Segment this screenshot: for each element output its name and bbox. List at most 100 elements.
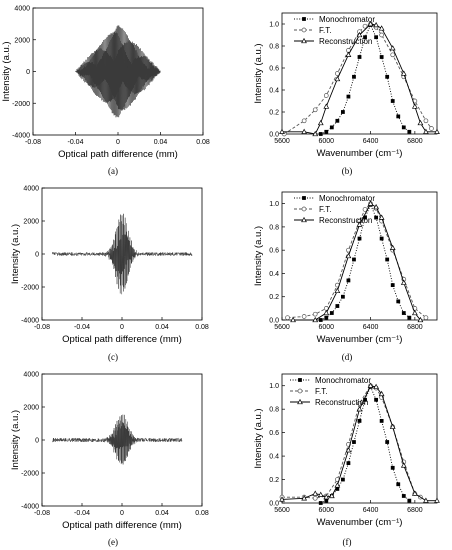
y-tick-label: 0.6 bbox=[269, 66, 279, 73]
marker-triangle bbox=[323, 494, 330, 500]
marker-square bbox=[363, 35, 367, 40]
marker-square bbox=[329, 125, 334, 130]
marker-triangle bbox=[356, 406, 363, 412]
marker-square bbox=[340, 477, 345, 482]
marker-triangle bbox=[434, 128, 440, 134]
x-tick-label: 6400 bbox=[363, 138, 379, 145]
x-tick-label: 6000 bbox=[318, 507, 334, 514]
marker-square bbox=[407, 129, 412, 134]
x-tick-label: 6800 bbox=[407, 138, 423, 145]
x-tick-label: 6800 bbox=[407, 324, 423, 331]
marker-square bbox=[390, 99, 395, 103]
marker-circle bbox=[335, 71, 340, 76]
marker-triangle bbox=[373, 383, 379, 390]
marker-square bbox=[385, 257, 390, 262]
marker-square bbox=[329, 311, 334, 315]
marker-square bbox=[346, 278, 351, 283]
marker-square bbox=[390, 283, 395, 287]
x-tick-label: 5600 bbox=[274, 507, 290, 514]
series-triangle bbox=[279, 382, 440, 503]
x-axis-label: Wavenumber (cm⁻¹) bbox=[317, 334, 403, 345]
marker-triangle bbox=[345, 447, 352, 453]
marker-triangle bbox=[411, 490, 418, 496]
marker-triangle bbox=[317, 491, 324, 497]
marker-triangle bbox=[400, 279, 407, 285]
plot-frame bbox=[281, 12, 438, 135]
marker-circle bbox=[312, 495, 318, 501]
legend-label: Monochromator bbox=[319, 194, 375, 203]
marker-triangle bbox=[367, 382, 374, 388]
x-tick-label: 6400 bbox=[363, 507, 379, 514]
marker-circle bbox=[390, 52, 396, 58]
marker-triangle bbox=[334, 482, 341, 488]
marker-square bbox=[407, 315, 412, 320]
marker-triangle bbox=[417, 316, 424, 323]
marker-square bbox=[318, 318, 323, 322]
x-tick-label: 5600 bbox=[274, 324, 290, 331]
marker-square bbox=[363, 215, 367, 220]
y-tick-label: 2000 bbox=[23, 219, 39, 226]
marker-square bbox=[335, 304, 340, 308]
marker-square bbox=[401, 125, 406, 130]
x-axis-label: Optical path difference (mm) bbox=[58, 149, 178, 160]
y-axis-label: Intensity (a.u.) bbox=[10, 224, 21, 284]
chart-3: -0.08 -0.04 0 0.04 0.08 -4000 -2000 0 2000 4000 Op… bbox=[10, 186, 209, 346]
marker-triangle bbox=[279, 128, 285, 134]
interferogram-line bbox=[51, 213, 193, 295]
y-tick-label: 0 bbox=[35, 438, 39, 445]
y-tick-label: 0.4 bbox=[269, 271, 279, 278]
legend-label: Reconstruction bbox=[319, 216, 372, 225]
marker-triangle bbox=[334, 287, 341, 294]
marker-triangle bbox=[378, 214, 385, 220]
plot-frame bbox=[281, 373, 438, 504]
marker-square bbox=[357, 55, 362, 59]
x-axis-label: Wavenumber (cm⁻¹) bbox=[317, 148, 403, 159]
legend-label: Monochromator bbox=[319, 15, 375, 24]
marker-square bbox=[385, 440, 390, 444]
y-axis-label: Intensity (a.u.) bbox=[10, 410, 21, 470]
marker-square bbox=[302, 196, 306, 200]
marker-triangle bbox=[417, 119, 424, 126]
x-tick-label: -0.08 bbox=[25, 139, 41, 146]
marker-triangle bbox=[317, 119, 324, 126]
marker-square bbox=[340, 110, 345, 114]
y-tick-label: 1.0 bbox=[269, 201, 279, 208]
y-tick-label: 0.8 bbox=[269, 224, 279, 231]
marker-triangle bbox=[323, 103, 330, 109]
marker-square bbox=[379, 419, 384, 423]
marker-circle bbox=[312, 311, 318, 317]
marker-triangle bbox=[373, 21, 379, 28]
legend: Monochromator F.T. Reconstruction bbox=[290, 376, 371, 407]
marker-square bbox=[324, 129, 329, 134]
marker-triangle bbox=[312, 316, 319, 323]
marker-triangle bbox=[323, 309, 330, 316]
marker-circle bbox=[423, 118, 429, 124]
marker-square bbox=[298, 378, 302, 382]
marker-circle bbox=[423, 315, 429, 321]
marker-triangle bbox=[411, 309, 418, 316]
marker-square bbox=[324, 315, 329, 320]
marker-triangle bbox=[434, 497, 440, 503]
panel-label-c: (c) bbox=[108, 352, 118, 362]
marker-triangle bbox=[423, 497, 429, 503]
series-triangle bbox=[290, 200, 424, 323]
y-axis-label: Intensity (a.u.) bbox=[1, 41, 12, 101]
x-tick-label: 0.04 bbox=[155, 510, 169, 517]
x-axis-label: Optical path difference (mm) bbox=[62, 520, 182, 531]
marker-triangle bbox=[345, 51, 352, 57]
y-axis-label: Intensity (a.u.) bbox=[253, 43, 264, 103]
y-tick-label: -4000 bbox=[21, 504, 39, 511]
marker-circle bbox=[429, 126, 434, 131]
x-axis-label: Optical path difference (mm) bbox=[62, 334, 182, 345]
marker-triangle bbox=[378, 25, 385, 31]
marker-triangle bbox=[301, 216, 307, 223]
interferogram-line bbox=[51, 414, 183, 465]
marker-circle bbox=[301, 206, 307, 212]
marker-circle bbox=[285, 315, 290, 321]
marker-triangle bbox=[279, 496, 285, 502]
marker-square bbox=[352, 74, 356, 79]
marker-square bbox=[357, 419, 362, 423]
y-tick-label: 0.6 bbox=[269, 430, 279, 437]
x-tick-label: 0 bbox=[120, 510, 124, 517]
y-axis-label: Intensity (a.u.) bbox=[253, 408, 264, 468]
